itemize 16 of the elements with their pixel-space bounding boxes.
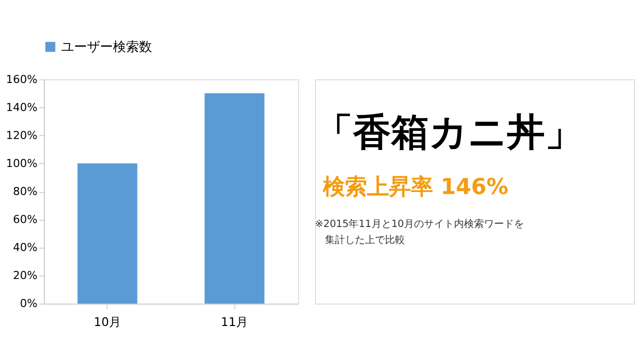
- y-tick-label: 80%: [13, 184, 38, 198]
- x-tick-label: 11月: [220, 315, 248, 330]
- y-tick-label: 160%: [6, 72, 38, 86]
- y-tick-label: 60%: [13, 212, 38, 226]
- text: 集計した上で比較: [324, 234, 405, 246]
- legend-label: ユーザー検索数: [60, 40, 152, 55]
- y-tick-label: 20%: [13, 269, 38, 282]
- x-tick-label: 10月: [94, 315, 122, 330]
- text: ※2015年11月と10月のサイト内検索ワードを: [315, 218, 524, 230]
- y-tick-label: 40%: [13, 240, 38, 254]
- y-tick-label: 100%: [6, 156, 38, 170]
- text: 検索上昇率 146%: [322, 174, 508, 200]
- y-tick-label: 120%: [6, 128, 38, 142]
- text: 「香箱カニ丼」: [315, 110, 584, 154]
- y-tick-label: 0%: [20, 297, 38, 310]
- y-tick-label: 140%: [6, 100, 38, 114]
